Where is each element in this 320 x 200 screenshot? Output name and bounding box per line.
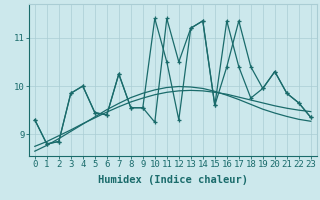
X-axis label: Humidex (Indice chaleur): Humidex (Indice chaleur) bbox=[98, 175, 248, 185]
